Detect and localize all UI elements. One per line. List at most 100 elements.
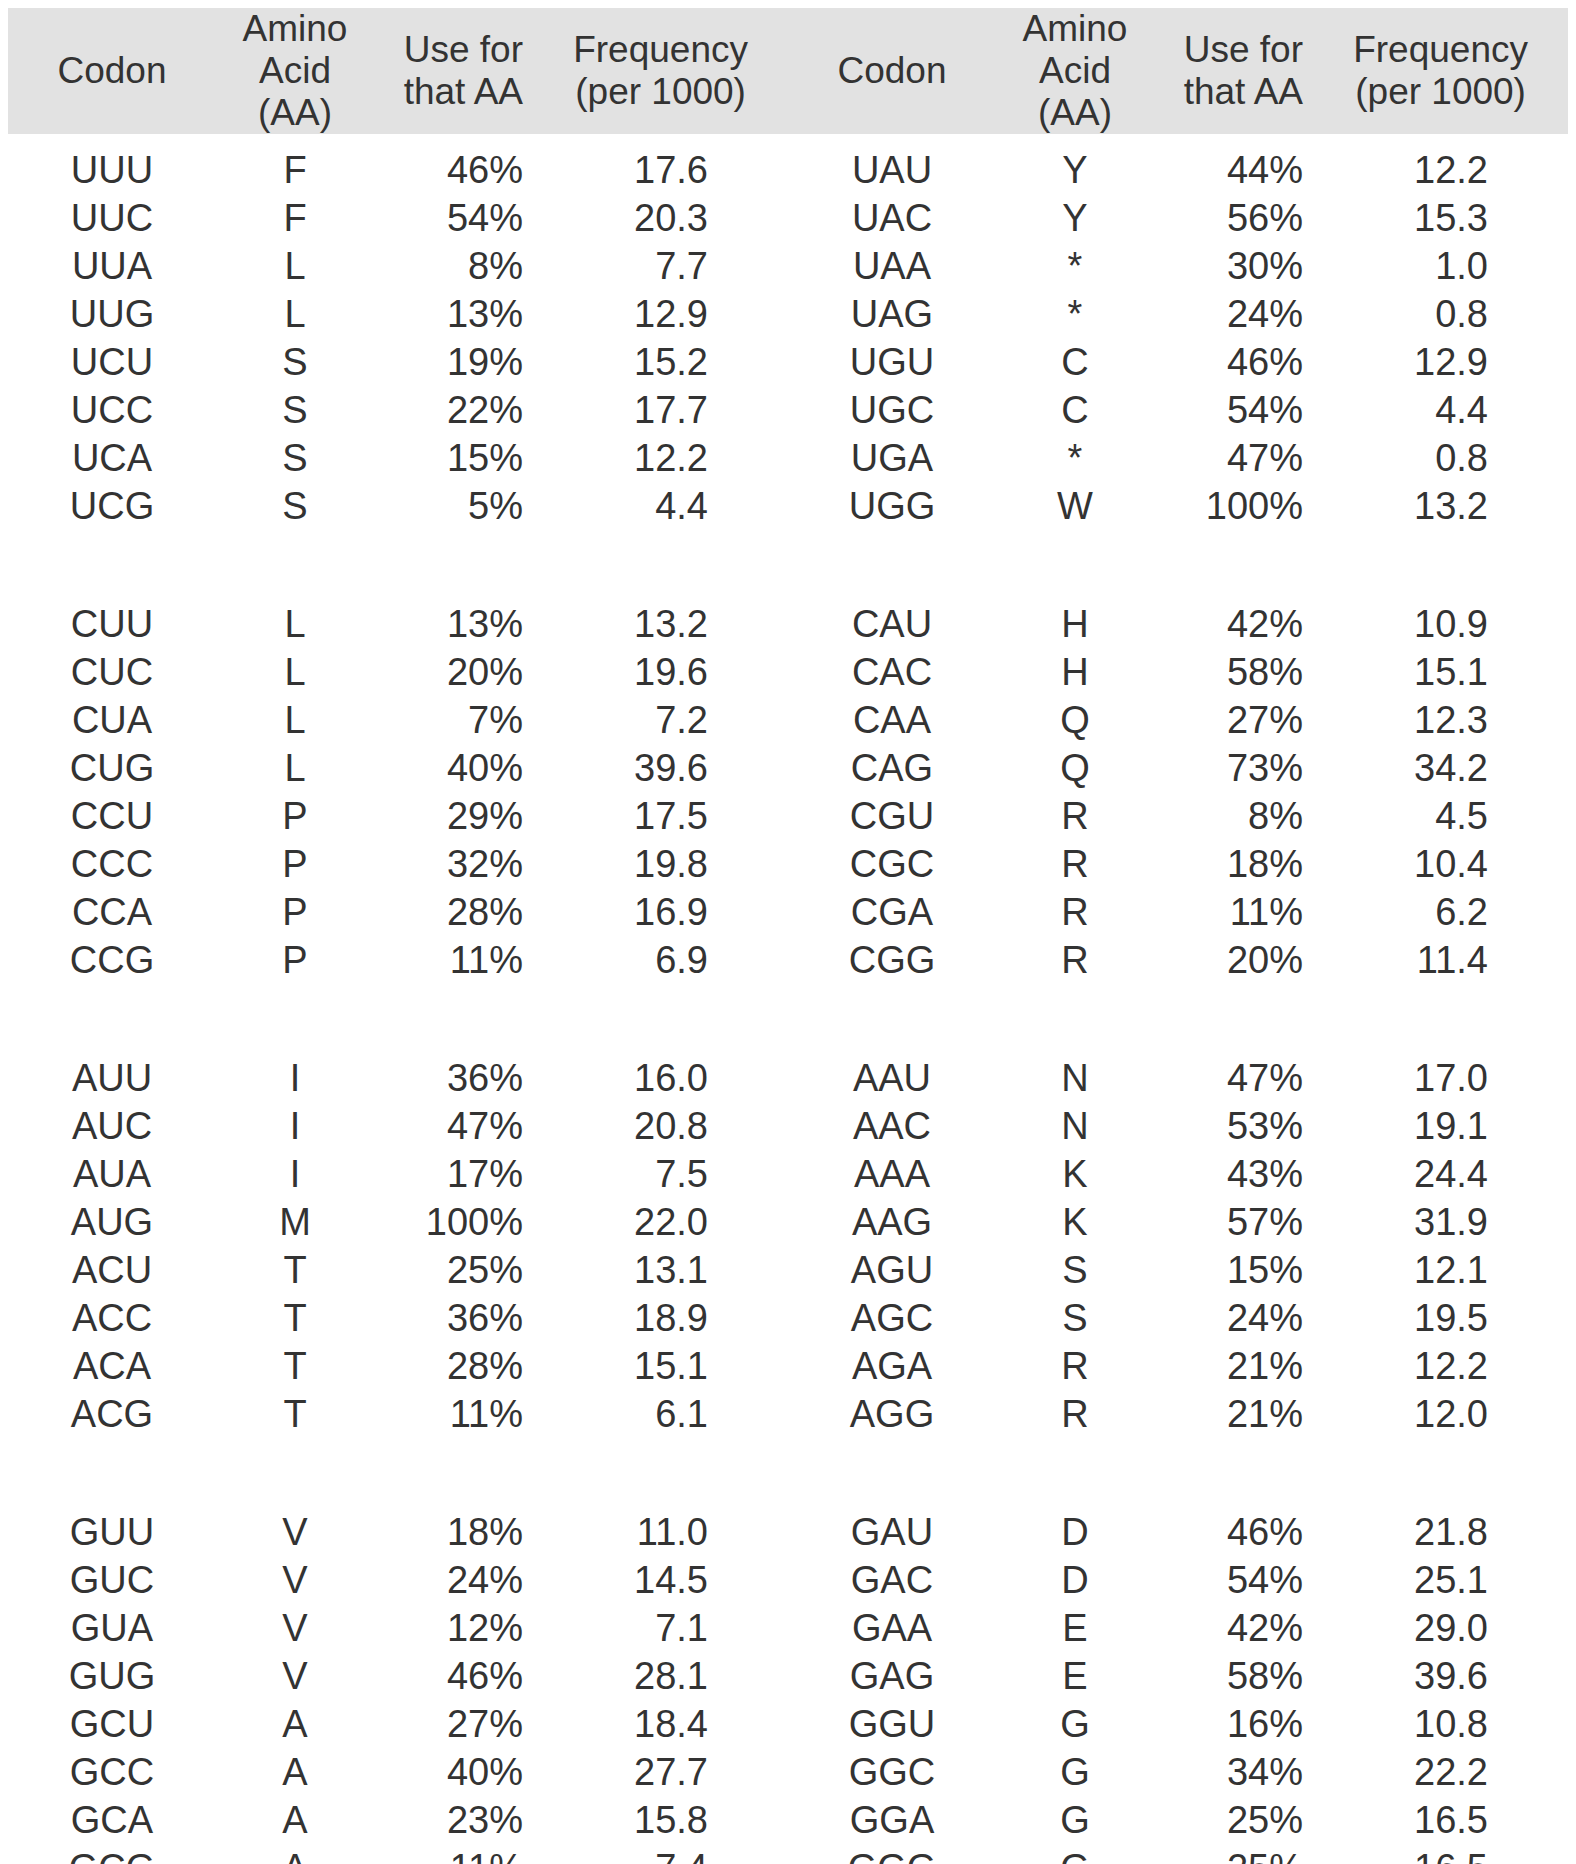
table-row: CCU P 29% 17.5 CGU R 8% 4.5 <box>8 792 1568 840</box>
block-spacer-row <box>8 984 1568 1054</box>
header-gap-row <box>8 134 1568 146</box>
frequency-cell: 0.8 <box>1307 434 1568 482</box>
usage-percent-cell: 54% <box>374 194 527 242</box>
amino-acid-cell: S <box>216 386 374 434</box>
frequency-cell: 13.1 <box>527 1246 788 1294</box>
codon-cell: AGA <box>788 1342 996 1390</box>
table-row: GCC A 40% 27.7 GGC G 34% 22.2 <box>8 1748 1568 1796</box>
table-row: GUC V 24% 14.5 GAC D 54% 25.1 <box>8 1556 1568 1604</box>
usage-percent-cell: 5% <box>374 482 527 530</box>
header-use-right: Use forthat AA <box>1154 8 1307 134</box>
usage-percent-cell: 25% <box>1154 1844 1307 1864</box>
codon-cell: CUA <box>8 696 216 744</box>
codon-cell: CGG <box>788 936 996 984</box>
amino-acid-cell: C <box>996 338 1154 386</box>
frequency-cell: 39.6 <box>527 744 788 792</box>
usage-percent-cell: 8% <box>374 242 527 290</box>
codon-cell: CCU <box>8 792 216 840</box>
header-frequency-line2: (per 1000) <box>573 71 748 113</box>
frequency-cell: 7.4 <box>527 1844 788 1864</box>
amino-acid-cell: V <box>216 1652 374 1700</box>
usage-percent-cell: 58% <box>1154 648 1307 696</box>
frequency-cell: 1.0 <box>1307 242 1568 290</box>
spacer-cell <box>8 984 1568 1054</box>
frequency-cell: 7.5 <box>527 1150 788 1198</box>
header-use-line1: Use for <box>404 29 523 71</box>
frequency-cell: 29.0 <box>1307 1604 1568 1652</box>
frequency-cell: 15.2 <box>527 338 788 386</box>
amino-acid-cell: Q <box>996 696 1154 744</box>
header-row: Codon Amino Acid(AA) Use forthat AA Freq… <box>8 8 1568 134</box>
amino-acid-cell: * <box>996 290 1154 338</box>
frequency-cell: 0.8 <box>1307 290 1568 338</box>
amino-acid-cell: H <box>996 648 1154 696</box>
frequency-cell: 19.1 <box>1307 1102 1568 1150</box>
spacer-cell <box>8 530 1568 600</box>
codon-cell: AAG <box>788 1198 996 1246</box>
table-row: AUA I 17% 7.5 AAA K 43% 24.4 <box>8 1150 1568 1198</box>
codon-cell: AAC <box>788 1102 996 1150</box>
table-row: CCC P 32% 19.8 CGC R 18% 10.4 <box>8 840 1568 888</box>
usage-percent-cell: 34% <box>1154 1748 1307 1796</box>
codon-cell: UCC <box>8 386 216 434</box>
table-row: UUC F 54% 20.3 UAC Y 56% 15.3 <box>8 194 1568 242</box>
amino-acid-cell: C <box>996 386 1154 434</box>
codon-cell: UUC <box>8 194 216 242</box>
frequency-cell: 22.0 <box>527 1198 788 1246</box>
frequency-cell: 12.2 <box>1307 1342 1568 1390</box>
frequency-cell: 31.9 <box>1307 1198 1568 1246</box>
codon-cell: GGA <box>788 1796 996 1844</box>
header-use-line2: that AA <box>404 71 523 113</box>
amino-acid-cell: I <box>216 1102 374 1150</box>
codon-cell: ACG <box>8 1390 216 1438</box>
spacer-cell <box>8 134 1568 146</box>
amino-acid-cell: G <box>996 1796 1154 1844</box>
usage-percent-cell: 100% <box>1154 482 1307 530</box>
table-row: CCG P 11% 6.9 CGG R 20% 11.4 <box>8 936 1568 984</box>
frequency-cell: 4.4 <box>527 482 788 530</box>
frequency-cell: 16.5 <box>1307 1844 1568 1864</box>
codon-cell: GAC <box>788 1556 996 1604</box>
frequency-cell: 39.6 <box>1307 1652 1568 1700</box>
codon-cell: UAA <box>788 242 996 290</box>
frequency-cell: 20.8 <box>527 1102 788 1150</box>
amino-acid-cell: Y <box>996 146 1154 194</box>
header-frequency-left: Frequency(per 1000) <box>527 8 788 134</box>
frequency-cell: 15.3 <box>1307 194 1568 242</box>
frequency-cell: 21.8 <box>1307 1508 1568 1556</box>
frequency-cell: 6.9 <box>527 936 788 984</box>
frequency-cell: 6.2 <box>1307 888 1568 936</box>
amino-acid-cell: P <box>216 936 374 984</box>
codon-cell: AUC <box>8 1102 216 1150</box>
block-spacer-row <box>8 1438 1568 1508</box>
amino-acid-cell: S <box>216 338 374 386</box>
usage-percent-cell: 46% <box>1154 338 1307 386</box>
codon-cell: UGC <box>788 386 996 434</box>
usage-percent-cell: 53% <box>1154 1102 1307 1150</box>
table-row: CCA P 28% 16.9 CGA R 11% 6.2 <box>8 888 1568 936</box>
usage-percent-cell: 24% <box>374 1556 527 1604</box>
codon-cell: UAC <box>788 194 996 242</box>
frequency-cell: 10.9 <box>1307 600 1568 648</box>
header-amino-acid-label: Amino Acid(AA) <box>216 8 374 134</box>
usage-percent-cell: 25% <box>374 1246 527 1294</box>
amino-acid-cell: K <box>996 1150 1154 1198</box>
header-frequency-label: Frequency(per 1000) <box>573 29 748 113</box>
codon-cell: GCA <box>8 1796 216 1844</box>
codon-cell: CAC <box>788 648 996 696</box>
amino-acid-cell: R <box>996 936 1154 984</box>
table-row: ACU T 25% 13.1 AGU S 15% 12.1 <box>8 1246 1568 1294</box>
table-row: GUU V 18% 11.0 GAU D 46% 21.8 <box>8 1508 1568 1556</box>
usage-percent-cell: 11% <box>374 936 527 984</box>
codon-cell: AAA <box>788 1150 996 1198</box>
header-use-label: Use forthat AA <box>404 29 523 113</box>
usage-percent-cell: 22% <box>374 386 527 434</box>
table-row: GCU A 27% 18.4 GGU G 16% 10.8 <box>8 1700 1568 1748</box>
usage-percent-cell: 46% <box>374 1652 527 1700</box>
frequency-cell: 25.1 <box>1307 1556 1568 1604</box>
frequency-cell: 12.9 <box>527 290 788 338</box>
amino-acid-cell: N <box>996 1102 1154 1150</box>
table-row: CUG L 40% 39.6 CAG Q 73% 34.2 <box>8 744 1568 792</box>
amino-acid-cell: S <box>996 1294 1154 1342</box>
codon-cell: AUU <box>8 1054 216 1102</box>
